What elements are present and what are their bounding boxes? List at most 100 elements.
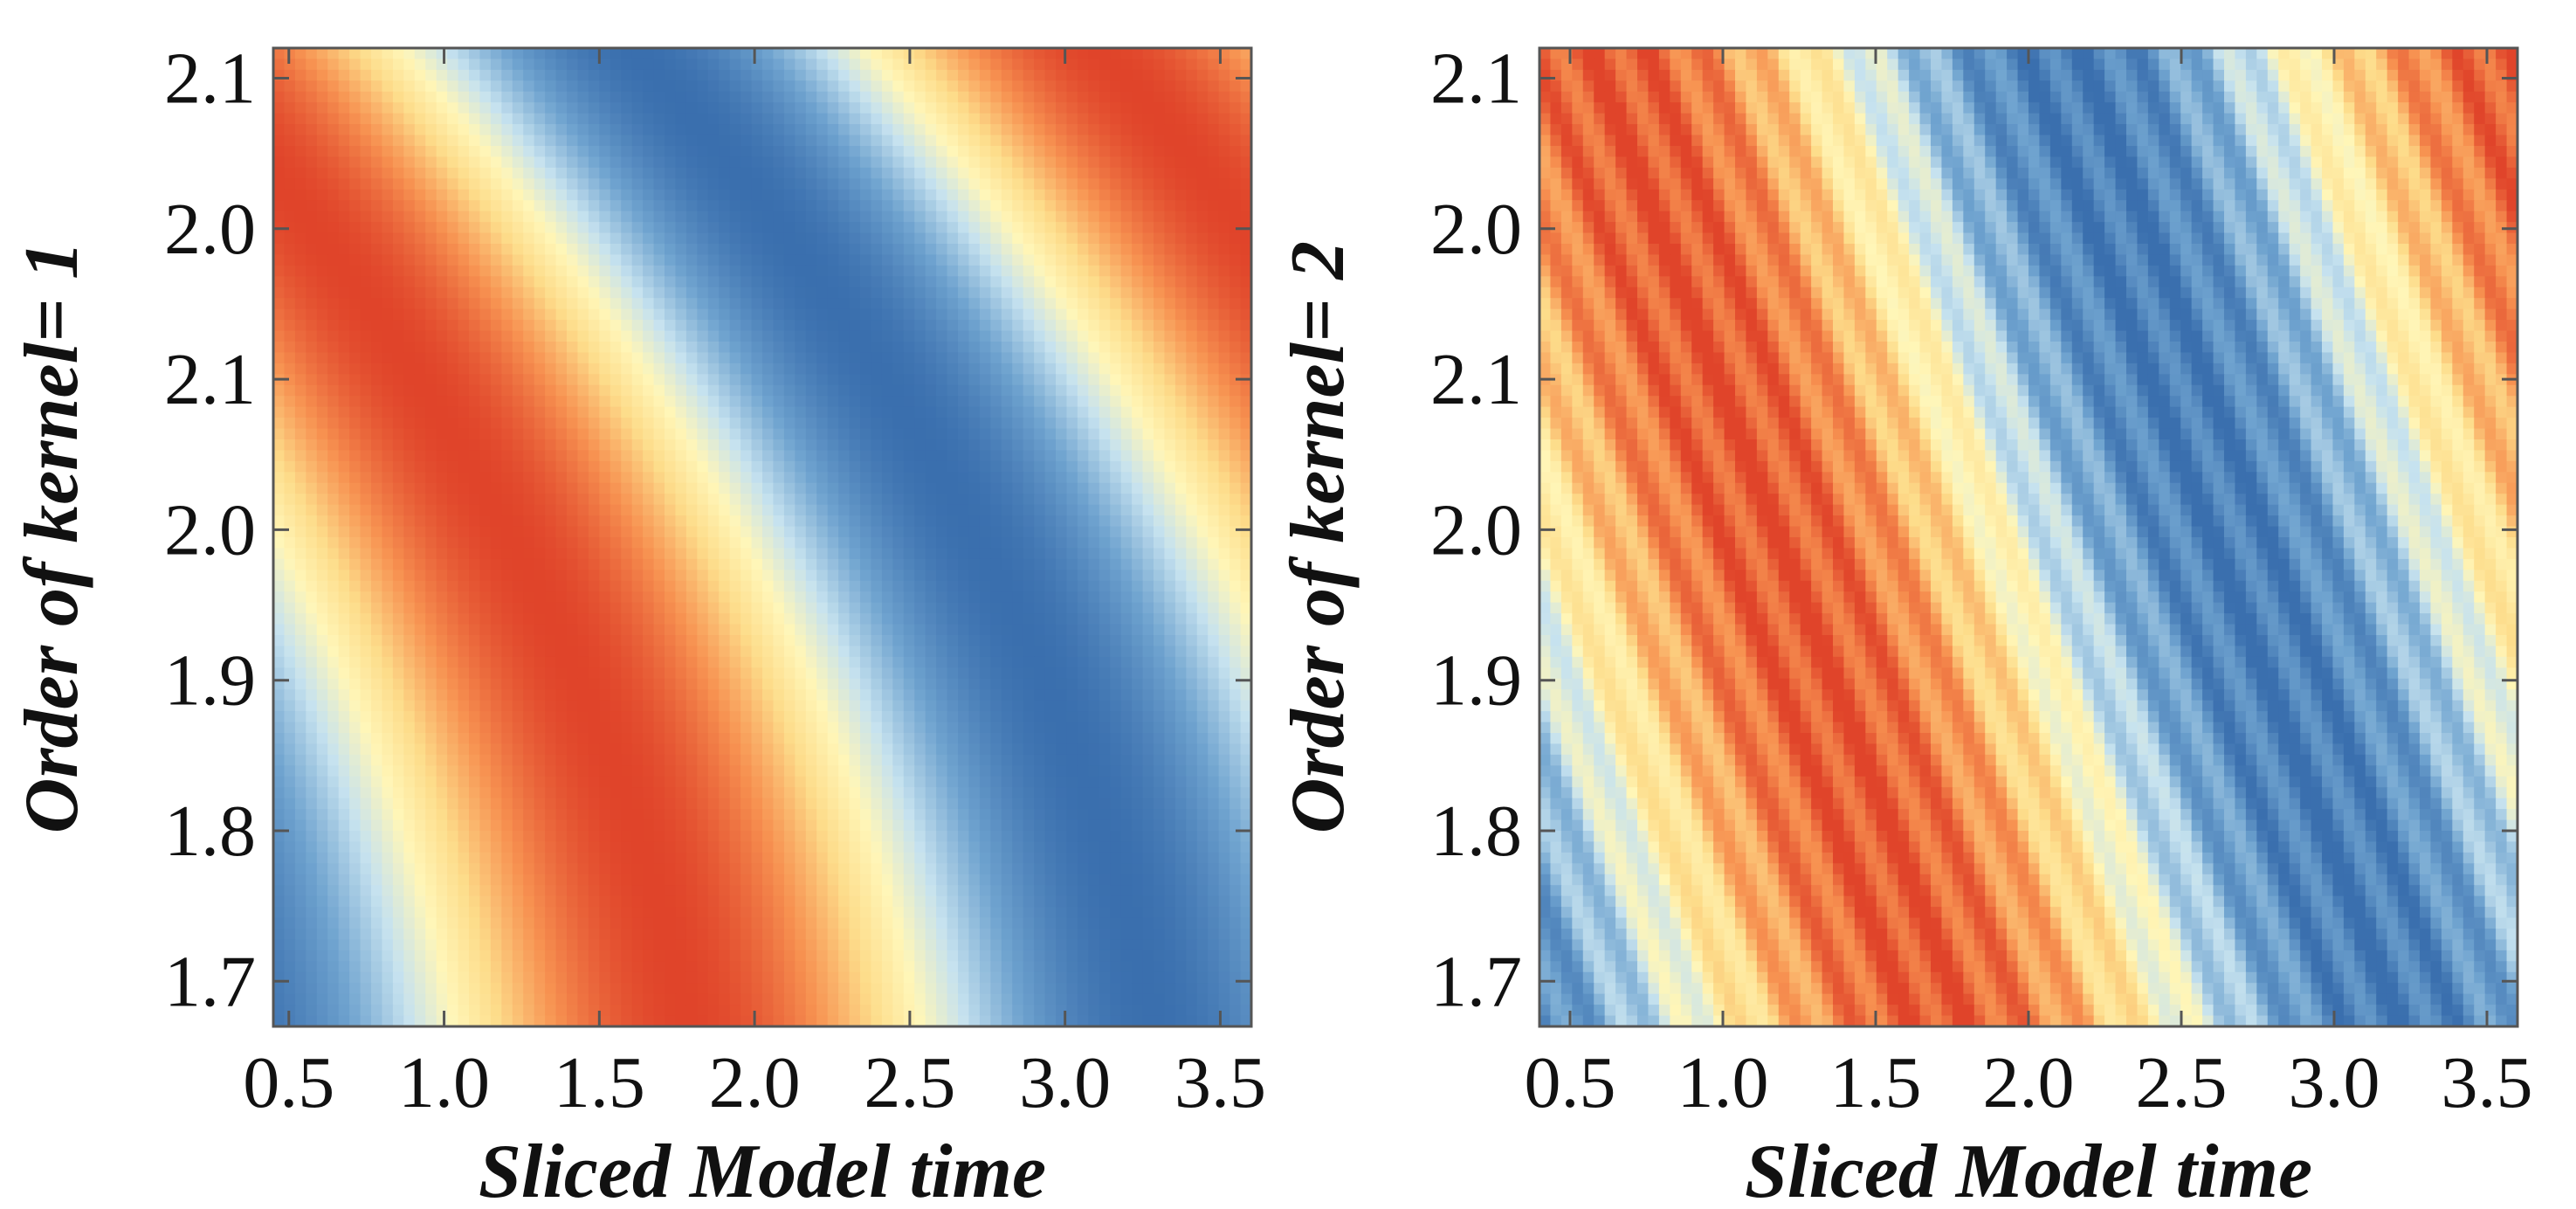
heatmap-cell xyxy=(469,450,481,462)
heatmap-cell xyxy=(382,602,394,614)
heatmap-cell xyxy=(697,178,709,190)
heatmap-cell xyxy=(990,146,1002,158)
heatmap-cell xyxy=(653,537,665,549)
heatmap-cell xyxy=(436,254,448,266)
heatmap-cell xyxy=(599,504,611,516)
heatmap-cell xyxy=(490,342,503,354)
heatmap-cell xyxy=(273,254,286,266)
heatmap-cell xyxy=(577,396,589,408)
heatmap-cell xyxy=(936,537,948,549)
heatmap-cell xyxy=(371,222,383,234)
heatmap-cell xyxy=(936,59,948,71)
heatmap-cell xyxy=(1164,374,1176,386)
heatmap-cell xyxy=(610,526,623,538)
heatmap-cell xyxy=(827,396,839,408)
heatmap-cell xyxy=(534,460,546,473)
heatmap-cell xyxy=(458,494,470,506)
heatmap-cell xyxy=(382,308,394,321)
heatmap-cell xyxy=(1196,342,1209,354)
heatmap-cell xyxy=(1120,320,1133,332)
heatmap-cell xyxy=(1154,494,1166,506)
heatmap-cell xyxy=(349,537,362,549)
heatmap-cell xyxy=(458,418,470,430)
heatmap-cell xyxy=(512,91,525,104)
heatmap-cell xyxy=(273,363,286,376)
heatmap-cell xyxy=(979,537,992,549)
heatmap-cell xyxy=(567,504,579,516)
heatmap-cell xyxy=(740,200,753,212)
heatmap-cell xyxy=(1174,558,1188,571)
heatmap-cell xyxy=(458,450,470,462)
heatmap-cell xyxy=(479,428,492,440)
heatmap-cell xyxy=(382,102,394,114)
heatmap-cell xyxy=(881,178,894,190)
heatmap-cell xyxy=(1034,91,1046,104)
heatmap-cell xyxy=(653,515,665,528)
heatmap-cell xyxy=(458,244,470,256)
heatmap-cell xyxy=(740,298,753,310)
heatmap-cell xyxy=(881,384,894,397)
heatmap-cell xyxy=(479,526,492,538)
heatmap-cell xyxy=(1132,515,1144,528)
heatmap-cell xyxy=(1186,384,1198,397)
heatmap-cell xyxy=(979,124,992,136)
heatmap-cell xyxy=(1229,146,1242,158)
heatmap-cell xyxy=(838,69,851,82)
heatmap-cell xyxy=(1120,69,1133,82)
heatmap-cell xyxy=(479,570,492,582)
heatmap-cell xyxy=(729,113,741,125)
heatmap-cell xyxy=(1218,613,1230,625)
heatmap-cell xyxy=(360,342,372,354)
heatmap-cell xyxy=(1142,124,1154,136)
heatmap-cell xyxy=(816,548,829,560)
heatmap-cell xyxy=(371,570,383,582)
heatmap-cell xyxy=(990,406,1002,418)
heatmap-cell xyxy=(892,363,905,376)
heatmap-cell xyxy=(707,102,720,114)
heatmap-cell xyxy=(1012,450,1024,462)
heatmap-cell xyxy=(567,646,579,658)
heatmap-cell xyxy=(349,48,362,60)
heatmap-cell xyxy=(849,352,861,364)
heatmap-cell xyxy=(675,200,687,212)
heatmap-cell xyxy=(1154,602,1166,614)
heatmap-cell xyxy=(1174,439,1188,452)
heatmap-cell xyxy=(892,472,905,484)
heatmap-cell xyxy=(805,635,818,647)
heatmap-cell xyxy=(512,156,525,169)
heatmap-cell xyxy=(567,515,579,528)
heatmap-cell xyxy=(523,548,535,560)
heatmap-cell xyxy=(534,200,546,212)
heatmap-cell xyxy=(1066,330,1078,342)
heatmap-cell xyxy=(610,363,623,376)
heatmap-cell xyxy=(914,450,926,462)
heatmap-cell xyxy=(1208,330,1220,342)
heatmap-cell xyxy=(479,135,492,147)
heatmap-cell xyxy=(1240,418,1252,430)
heatmap-cell xyxy=(881,276,894,288)
heatmap-cell xyxy=(1099,69,1112,82)
heatmap-cell xyxy=(653,276,665,288)
heatmap-cell xyxy=(512,244,525,256)
heatmap-cell xyxy=(795,515,807,528)
heatmap-cell xyxy=(892,222,905,234)
heatmap-cell xyxy=(729,167,741,180)
heatmap-cell xyxy=(1012,320,1024,332)
heatmap-cell xyxy=(512,482,525,495)
heatmap-cell xyxy=(338,548,350,560)
heatmap-cell xyxy=(740,342,753,354)
heatmap-cell xyxy=(1066,200,1078,212)
heatmap-cell xyxy=(545,244,557,256)
heatmap-cell xyxy=(1056,460,1068,473)
heatmap-cell xyxy=(392,460,405,473)
heatmap-cell xyxy=(1240,244,1252,256)
heatmap-cell xyxy=(903,450,916,462)
heatmap-cell xyxy=(545,396,557,408)
heatmap-cell xyxy=(1120,472,1133,484)
heatmap-cell xyxy=(294,613,307,625)
heatmap-cell xyxy=(773,613,785,625)
heatmap-cell xyxy=(707,178,720,190)
heatmap-cell xyxy=(1099,59,1112,71)
heatmap-cell xyxy=(1044,428,1057,440)
heatmap-cell xyxy=(512,580,525,593)
